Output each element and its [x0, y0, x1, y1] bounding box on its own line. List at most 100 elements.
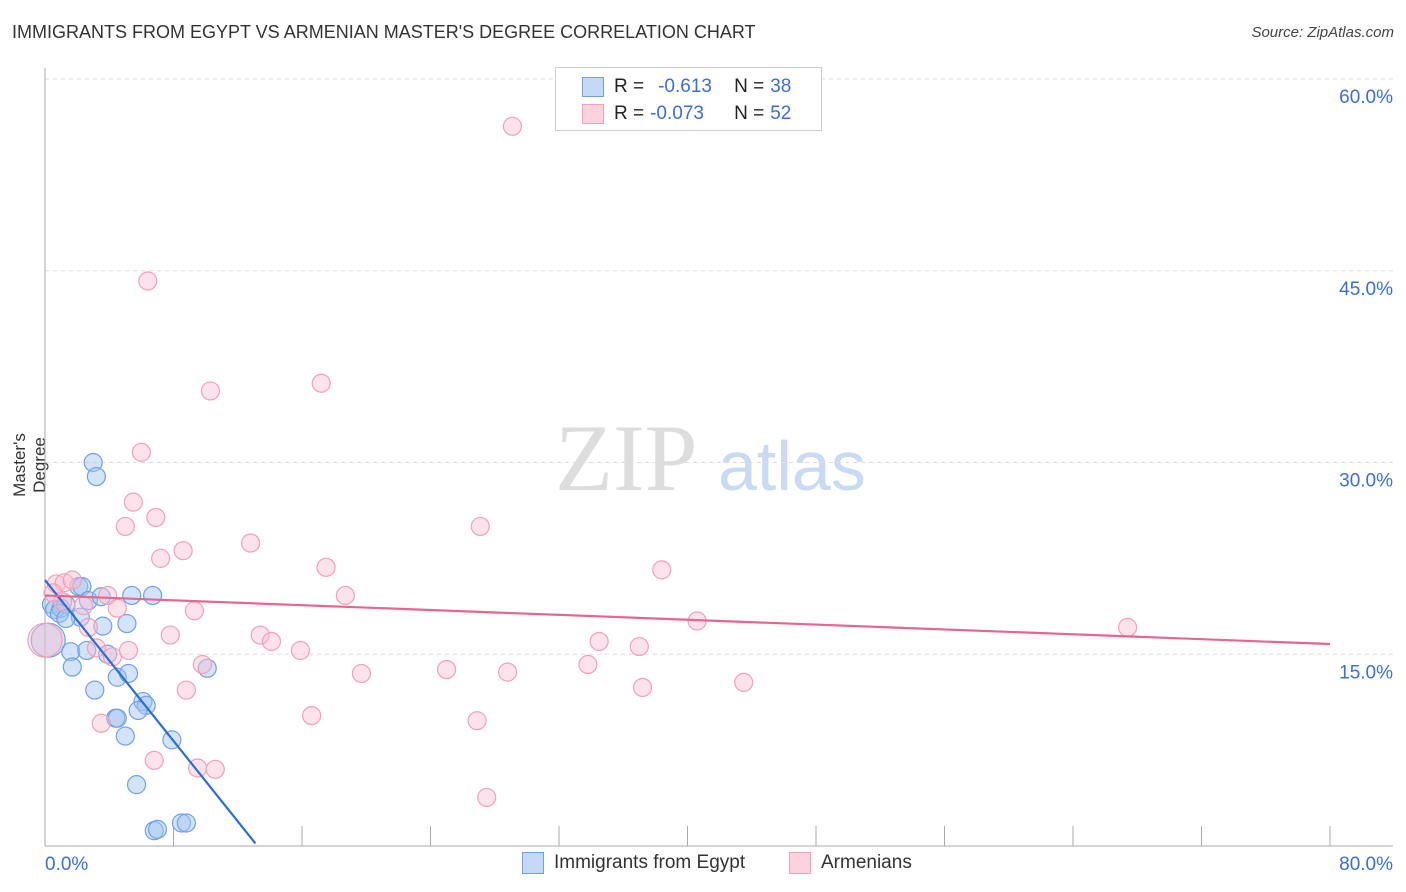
armenians-point	[477, 787, 497, 808]
egypt-point	[118, 663, 139, 684]
legend-label: Immigrants from Egypt	[554, 852, 746, 873]
armenians-point	[78, 617, 98, 638]
armenians-point	[502, 116, 523, 136]
r-label: R =	[614, 103, 645, 124]
armenians-point	[250, 625, 270, 645]
n-value: 52	[770, 103, 792, 124]
armenians-point	[144, 750, 164, 770]
egypt-swatch	[582, 77, 604, 97]
armenians-point	[589, 631, 609, 652]
n-label: N =	[734, 76, 765, 97]
legend-row-egypt: R = -0.613 N = 38	[614, 76, 791, 98]
egypt-point	[126, 775, 147, 795]
egypt-point	[83, 452, 103, 473]
armenians-point	[192, 654, 213, 675]
armenians-point	[1118, 617, 1138, 638]
armenians-point	[311, 373, 331, 393]
armenians-point	[652, 560, 672, 580]
armenians-point	[578, 654, 598, 675]
armenians-point	[86, 638, 107, 658]
egypt-point	[107, 667, 127, 687]
egypt-point	[122, 585, 142, 606]
armenians-point	[629, 636, 649, 657]
armenians-point	[131, 442, 151, 462]
chart-title: IMMIGRANTS FROM EGYPT VS ARMENIAN MASTER…	[12, 22, 756, 42]
egypt-point	[70, 607, 90, 627]
bottom-legend-armenians: Armenians	[789, 852, 912, 874]
y-tick-label: 30.0%	[1339, 471, 1393, 492]
armenians-point	[351, 663, 372, 684]
r-label: R =	[614, 76, 645, 97]
legend-row-armenians: R = -0.073 N = 52	[614, 103, 791, 125]
egypt-point	[62, 657, 82, 677]
egypt-point	[176, 813, 196, 833]
chart-source: Source: ZipAtlas.com	[1251, 24, 1394, 41]
armenians-point	[734, 672, 754, 692]
egypt-trendline	[44, 579, 257, 845]
armenians-point	[436, 659, 457, 680]
armenians-point	[73, 596, 94, 616]
x-tick-label: 0.0%	[45, 854, 88, 875]
r-value: -0.073	[650, 103, 704, 124]
egypt-swatch	[522, 852, 544, 874]
egypt-point	[107, 708, 127, 728]
n-label: N =	[734, 103, 765, 124]
armenians-point	[205, 759, 225, 779]
armenians-point	[316, 557, 336, 577]
armenians-point	[160, 625, 180, 645]
y-tick-label: 45.0%	[1339, 279, 1393, 300]
armenians-point	[176, 680, 196, 700]
egypt-point	[147, 819, 168, 839]
armenians-point	[302, 706, 322, 726]
armenians-point	[91, 713, 111, 733]
n-value: 38	[770, 76, 792, 97]
bottom-legend-egypt: Immigrants from Egypt	[522, 852, 745, 874]
armenians-point	[470, 516, 490, 537]
egypt-point	[49, 603, 70, 623]
x-tick-label: 80.0%	[1339, 854, 1393, 875]
armenians-point	[261, 631, 282, 652]
egypt-point	[171, 813, 192, 833]
y-tick-label: 15.0%	[1339, 662, 1393, 683]
armenians-swatch	[789, 852, 811, 874]
egypt-point	[93, 616, 113, 636]
armenians-trendline	[44, 594, 1331, 646]
armenians-point	[335, 585, 355, 606]
legend-label: Armenians	[821, 852, 912, 873]
armenians-point	[632, 677, 653, 698]
armenians-point	[184, 601, 204, 621]
r-value: -0.613	[658, 76, 712, 97]
egypt-point	[85, 680, 105, 700]
armenians-point	[467, 711, 487, 731]
armenians-point	[98, 585, 118, 606]
egypt-point	[128, 700, 148, 721]
armenians-point	[107, 598, 127, 618]
egypt-point	[117, 613, 137, 634]
armenians-point	[115, 516, 135, 537]
armenians-point	[27, 622, 63, 658]
watermark-zip: ZIP	[555, 405, 698, 511]
armenians-point	[118, 640, 139, 661]
watermark-atlas: atlas	[718, 427, 866, 505]
armenians-point	[241, 533, 261, 553]
armenians-point	[138, 271, 158, 291]
armenians-point	[62, 570, 82, 590]
armenians-point	[146, 507, 166, 528]
armenians-point	[200, 381, 221, 401]
egypt-point	[144, 821, 164, 841]
y-tick-label: 60.0%	[1339, 87, 1393, 108]
armenians-point	[123, 492, 143, 512]
armenians-point	[173, 541, 193, 561]
egypt-point	[143, 585, 163, 606]
armenians-point	[290, 640, 310, 661]
egypt-point	[56, 608, 76, 629]
armenians-point	[151, 548, 171, 568]
armenians-point	[498, 662, 518, 682]
armenians-swatch	[582, 104, 604, 124]
correlation-legend: R = -0.613 N = 38 R = -0.073 N = 52	[555, 67, 822, 131]
egypt-point	[86, 466, 107, 487]
egypt-point	[115, 726, 135, 746]
egypt-point	[61, 642, 81, 662]
